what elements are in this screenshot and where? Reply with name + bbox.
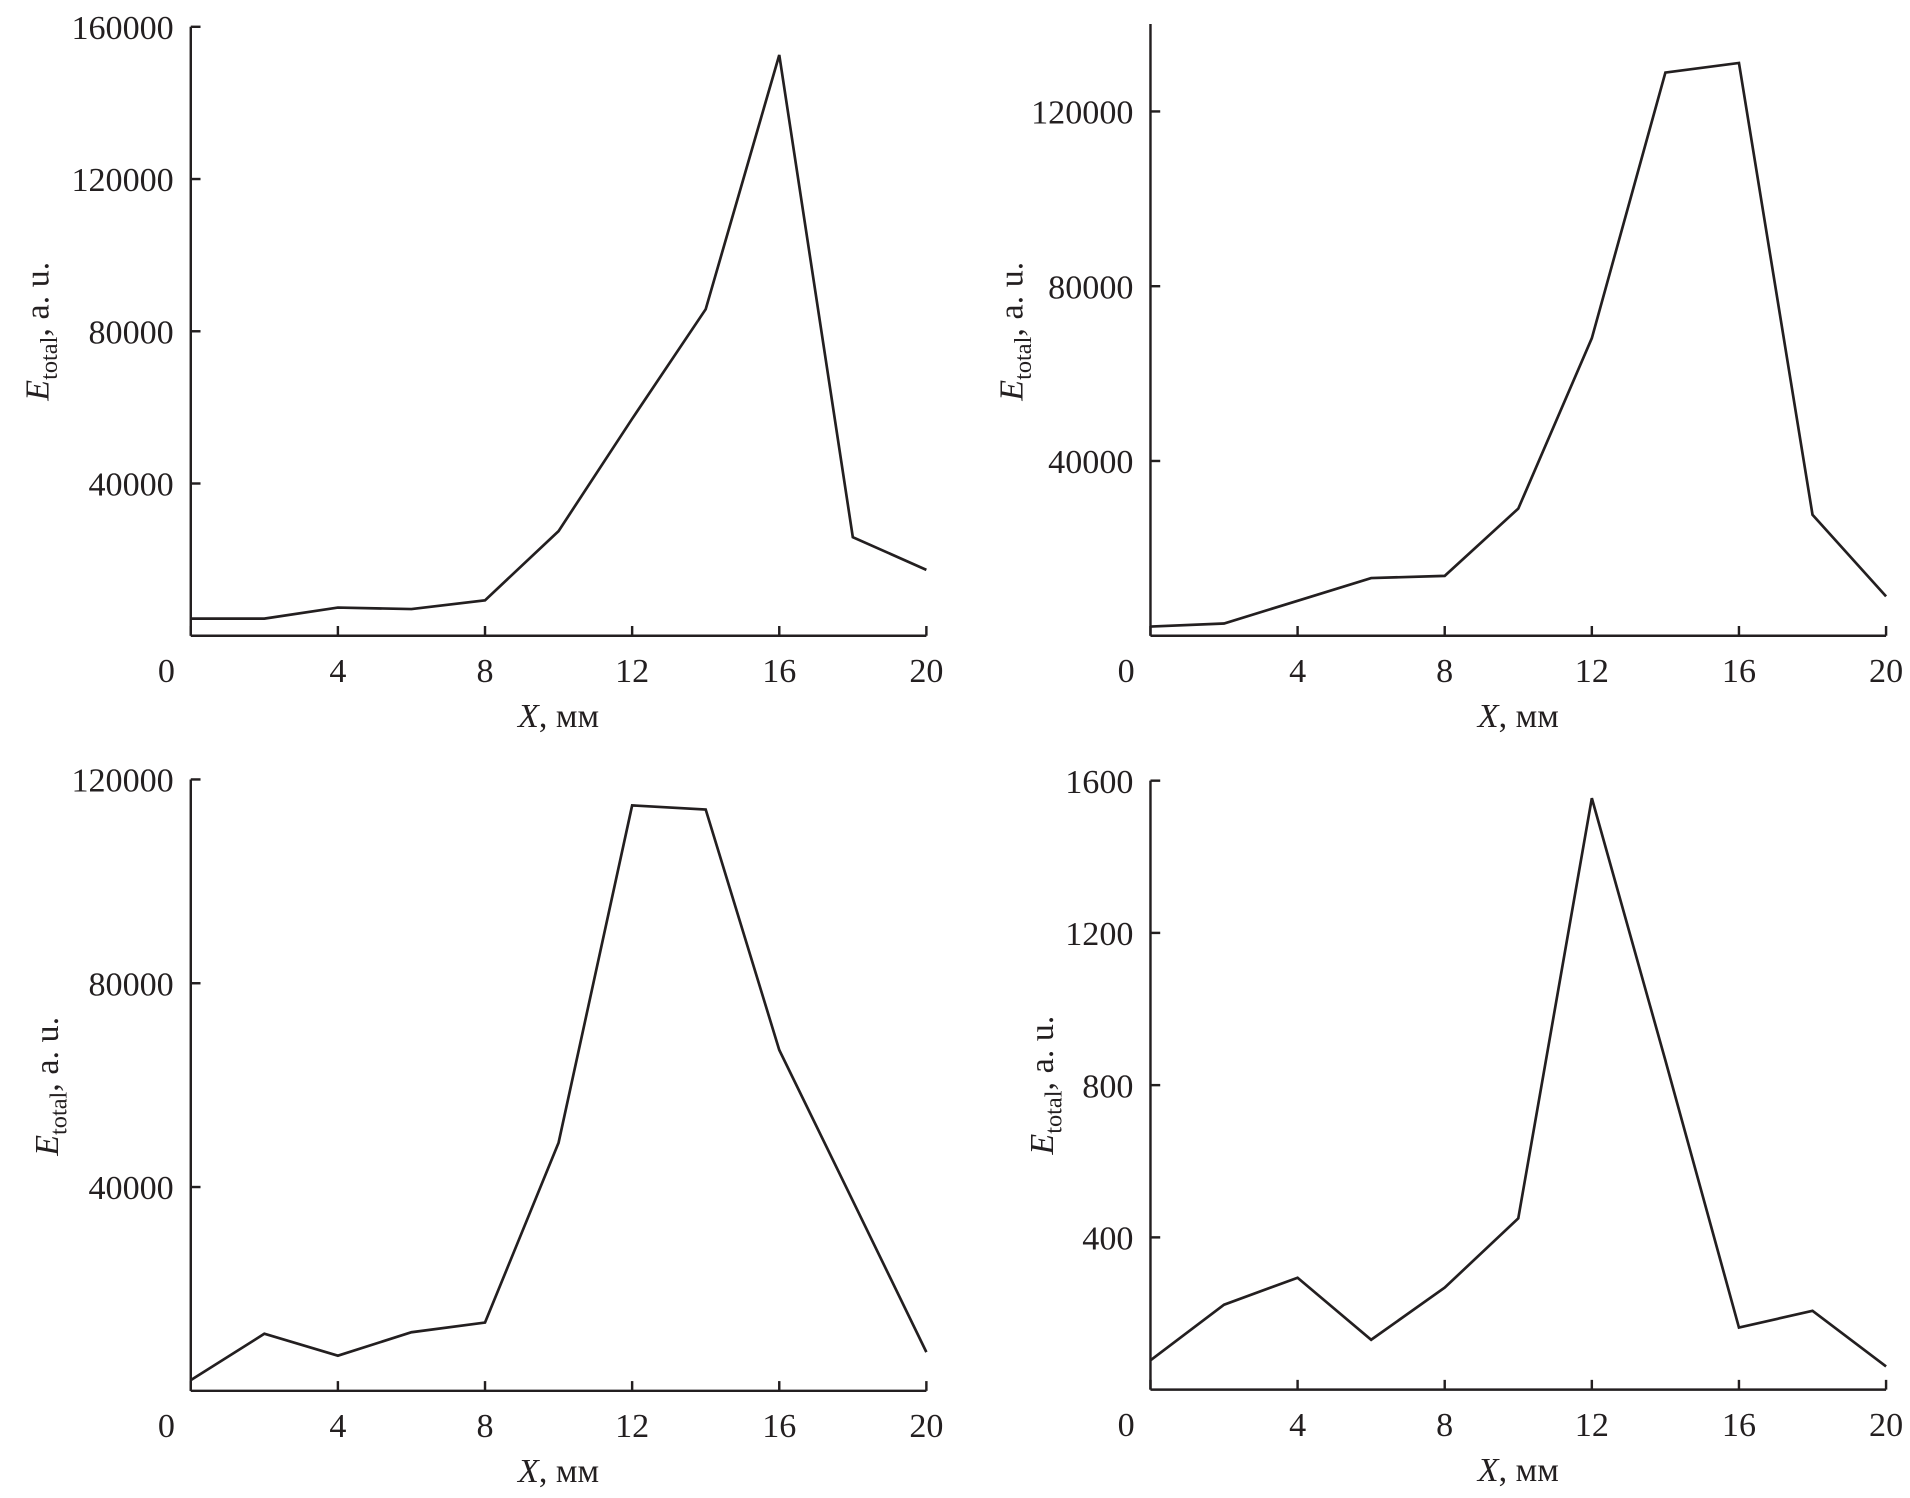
y-tick-label: 80000 — [88, 966, 173, 1003]
x-tick-label: 0 — [1118, 1407, 1135, 1444]
y-axis-subscript: total — [1041, 1090, 1068, 1134]
y-tick-label: 120000 — [71, 763, 173, 800]
y-tick-label: 40000 — [88, 467, 173, 504]
data-line — [190, 54, 927, 620]
y-tick-label: 800 — [1082, 1068, 1133, 1105]
x-tick-label: 4 — [329, 1408, 346, 1445]
x-tick-label: 20 — [1869, 1407, 1903, 1444]
x-axis-label: X, мм — [516, 698, 599, 735]
y-axis-subscript: total — [46, 1091, 73, 1135]
y-axis-unit: , a. u. — [994, 262, 1031, 337]
y-tick-label: 1200 — [1065, 916, 1133, 953]
x-tick-label: 20 — [909, 1408, 943, 1445]
chart-panel: 40000 80000 120000 0 4 8 12 16 20 X, мм Etotal, a.… — [29, 763, 943, 1491]
x-tick-label: 16 — [762, 653, 796, 690]
x-tick-label: 8 — [476, 653, 493, 690]
x-axis-variable: X — [516, 698, 540, 735]
x-tick-label: 8 — [1436, 1407, 1453, 1444]
data-line — [1150, 61, 1888, 628]
x-axis-unit: , мм — [539, 698, 599, 735]
y-axis-label: Etotal, a. u. — [29, 1017, 73, 1157]
y-axis-variable: E — [29, 1135, 66, 1157]
x-tick-label: 0 — [1118, 653, 1135, 690]
x-tick-label: 0 — [158, 653, 175, 690]
x-axis-label: X, мм — [1476, 1452, 1559, 1489]
y-axis-variable: E — [994, 380, 1031, 402]
y-axis-label: Etotal, a. u. — [19, 262, 63, 402]
y-axis-unit: , a. u. — [1024, 1016, 1061, 1091]
y-axis-subscript: total — [36, 336, 63, 380]
y-tick-label: 80000 — [1048, 269, 1133, 306]
x-axis-unit: , мм — [539, 1453, 599, 1490]
x-tick-label: 8 — [1436, 653, 1453, 690]
x-tick-label: 20 — [1869, 653, 1903, 690]
chart-panel: 40000 80000 120000 160000 0 4 8 12 16 20 X, мм Etot… — [19, 10, 943, 735]
x-tick-label: 16 — [1722, 1407, 1756, 1444]
y-axis-variable: E — [1024, 1134, 1061, 1156]
y-axis-label: Etotal, a. u. — [994, 262, 1038, 402]
x-tick-label: 12 — [1575, 653, 1609, 690]
x-axis-unit: , мм — [1499, 1452, 1559, 1489]
x-tick-label: 4 — [1289, 1407, 1306, 1444]
y-tick-label: 40000 — [1048, 444, 1133, 481]
data-line — [190, 804, 928, 1382]
y-axis-variable: E — [19, 380, 56, 402]
y-axis-unit: , a. u. — [29, 1017, 66, 1092]
x-tick-label: 12 — [1575, 1407, 1609, 1444]
x-tick-label: 20 — [909, 653, 943, 690]
x-axis-label: X, мм — [516, 1453, 599, 1490]
chart-panel: 400 800 1200 1600 0 4 8 12 16 20 X, мм Etotal, a. u… — [1024, 764, 1903, 1489]
x-tick-label: 12 — [615, 653, 649, 690]
x-tick-label: 0 — [158, 1408, 175, 1445]
y-tick-label: 40000 — [88, 1170, 173, 1207]
x-axis-variable: X — [1476, 1452, 1500, 1489]
y-tick-label: 80000 — [88, 314, 173, 351]
x-tick-label: 12 — [615, 1408, 649, 1445]
y-axis-subscript: total — [1010, 336, 1037, 380]
y-tick-label: 160000 — [71, 10, 173, 47]
y-tick-label: 120000 — [1031, 95, 1133, 132]
x-tick-label: 16 — [762, 1408, 796, 1445]
x-axis-variable: X — [1476, 698, 1500, 735]
x-axis-label: X, мм — [1476, 698, 1559, 735]
data-line — [1149, 797, 1887, 1368]
x-tick-label: 8 — [476, 1408, 493, 1445]
x-tick-label: 4 — [329, 653, 346, 690]
x-tick-label: 16 — [1722, 653, 1756, 690]
x-axis-variable: X — [516, 1453, 540, 1490]
y-axis-label: Etotal, a. u. — [1024, 1016, 1068, 1156]
y-tick-label: 400 — [1082, 1221, 1133, 1258]
y-tick-label: 120000 — [71, 162, 173, 199]
chart-panel: 40000 80000 120000 0 4 8 12 16 20 X, мм Etotal, a.… — [994, 24, 1903, 735]
y-tick-label: 1600 — [1065, 764, 1133, 801]
y-axis-unit: , a. u. — [19, 262, 56, 337]
x-axis-unit: , мм — [1499, 698, 1559, 735]
x-tick-label: 4 — [1289, 653, 1306, 690]
